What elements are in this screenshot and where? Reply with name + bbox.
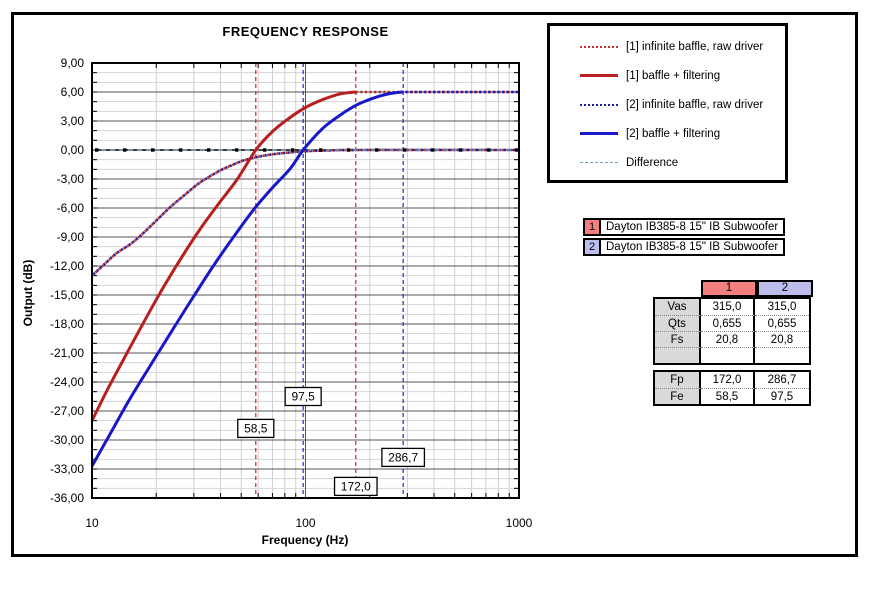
svg-text:100: 100 <box>295 516 315 530</box>
legend-item: Difference <box>550 148 785 177</box>
svg-text:6,00: 6,00 <box>61 85 85 99</box>
legend-item-label: [2] infinite baffle, raw driver <box>626 98 764 111</box>
driver-list: 1 Dayton IB385-8 15" IB Subwoofer 2 Dayt… <box>583 218 786 258</box>
driver-number-badge: 2 <box>585 240 601 254</box>
svg-text:172,0: 172,0 <box>341 479 371 493</box>
legend-item: [2] infinite baffle, raw driver <box>550 90 785 119</box>
legend-item: [2] baffle + filtering <box>550 119 785 148</box>
svg-text:9,00: 9,00 <box>61 56 85 70</box>
param-value: 20,8 <box>755 331 809 347</box>
svg-text:-36,00: -36,00 <box>50 491 84 505</box>
legend-line-swatch <box>580 103 618 106</box>
param-value: 0,655 <box>755 315 809 331</box>
svg-text:-21,00: -21,00 <box>50 346 84 360</box>
series-curve <box>91 148 520 277</box>
param-value: 315,0 <box>767 301 797 313</box>
param-label: Qts <box>655 315 701 331</box>
svg-text:-12,00: -12,00 <box>50 259 84 273</box>
param-value: 172,0 <box>701 372 755 388</box>
param-label: Vas <box>655 299 701 315</box>
legend-item-label: [1] infinite baffle, raw driver <box>626 40 764 53</box>
driver-name: Dayton IB385-8 15" IB Subwoofer <box>606 241 779 253</box>
param-value <box>755 347 809 363</box>
legend-line-swatch <box>580 132 618 135</box>
svg-text:0,00: 0,00 <box>61 143 85 157</box>
svg-text:10: 10 <box>85 516 99 530</box>
svg-text:-15,00: -15,00 <box>50 288 84 302</box>
driver-row: 2 Dayton IB385-8 15" IB Subwoofer <box>583 238 786 256</box>
param-value: 58,5 <box>701 388 755 404</box>
svg-text:1000: 1000 <box>506 516 533 530</box>
svg-text:-6,00: -6,00 <box>57 201 85 215</box>
legend-item: [1] baffle + filtering <box>550 61 785 90</box>
column-header-2: 2 <box>757 280 813 297</box>
svg-text:-18,00: -18,00 <box>50 317 84 331</box>
legend: [1] infinite baffle, raw driver [1] baff… <box>547 23 788 183</box>
series-curve <box>90 90 356 422</box>
legend-item: [1] infinite baffle, raw driver <box>550 32 785 61</box>
param-label <box>655 347 701 363</box>
series-curve <box>91 148 520 277</box>
frequency-marker-labels: 58,5 172,0 97,5 286,7 <box>237 386 426 497</box>
svg-text:-3,00: -3,00 <box>57 172 85 186</box>
legend-item-label: [1] baffle + filtering <box>626 69 721 82</box>
plot-border <box>91 62 520 499</box>
series-curve <box>90 90 404 467</box>
column-header-1: 1 <box>701 280 757 297</box>
param-value <box>701 347 755 363</box>
zero-line-markers <box>95 148 519 152</box>
svg-text:-9,00: -9,00 <box>57 230 85 244</box>
legend-line-swatch <box>580 74 618 77</box>
parameter-block-result: Fp 172,0 286,7 Fe 58,5 97,5 <box>653 370 811 406</box>
param-label: Fe <box>655 388 701 404</box>
svg-text:58,5: 58,5 <box>244 421 268 435</box>
driver-name: Dayton IB385-8 15" IB Subwoofer <box>606 221 779 233</box>
legend-line-swatch <box>580 162 618 163</box>
curves <box>90 90 520 467</box>
svg-text:97,5: 97,5 <box>291 390 315 404</box>
param-value: 315,0 <box>701 299 755 315</box>
param-value: 97,5 <box>755 388 809 404</box>
driver-number-badge: 1 <box>585 220 601 234</box>
svg-text:-30,00: -30,00 <box>50 433 84 447</box>
y-tick-labels: 9,00 6,00 3,00 0,00 -3,00 -6,00 -9,00 -12,00 -15… <box>50 56 84 505</box>
legend-item-label: Difference <box>626 156 679 169</box>
param-label: Fs <box>655 331 701 347</box>
legend-line-swatch <box>580 45 618 48</box>
svg-text:-27,00: -27,00 <box>50 404 84 418</box>
y-axis-label: Output (dB) <box>21 259 35 327</box>
param-value: 20,8 <box>701 331 755 347</box>
x-axis-label: Frequency (Hz) <box>261 533 349 547</box>
frequency-marker-lines <box>255 63 404 498</box>
x-tick-labels: 10 100 1000 <box>85 516 532 530</box>
svg-text:-33,00: -33,00 <box>50 462 84 476</box>
legend-item-label: [2] baffle + filtering <box>626 127 721 140</box>
svg-text:286,7: 286,7 <box>388 450 418 464</box>
param-label: Fp <box>655 372 701 388</box>
chart-title: FREQUENCY RESPONSE <box>222 24 389 39</box>
parameter-block-driver: Vas 315,0 315,0 Qts 0,655 0,655 Fs 20,8 … <box>653 297 811 365</box>
param-value: 286,7 <box>767 374 797 386</box>
svg-text:-24,00: -24,00 <box>50 375 84 389</box>
param-value: 0,655 <box>701 315 755 331</box>
parameter-table-header: 1 2 <box>701 280 813 297</box>
svg-text:3,00: 3,00 <box>61 114 85 128</box>
driver-row: 1 Dayton IB385-8 15" IB Subwoofer <box>583 218 786 236</box>
